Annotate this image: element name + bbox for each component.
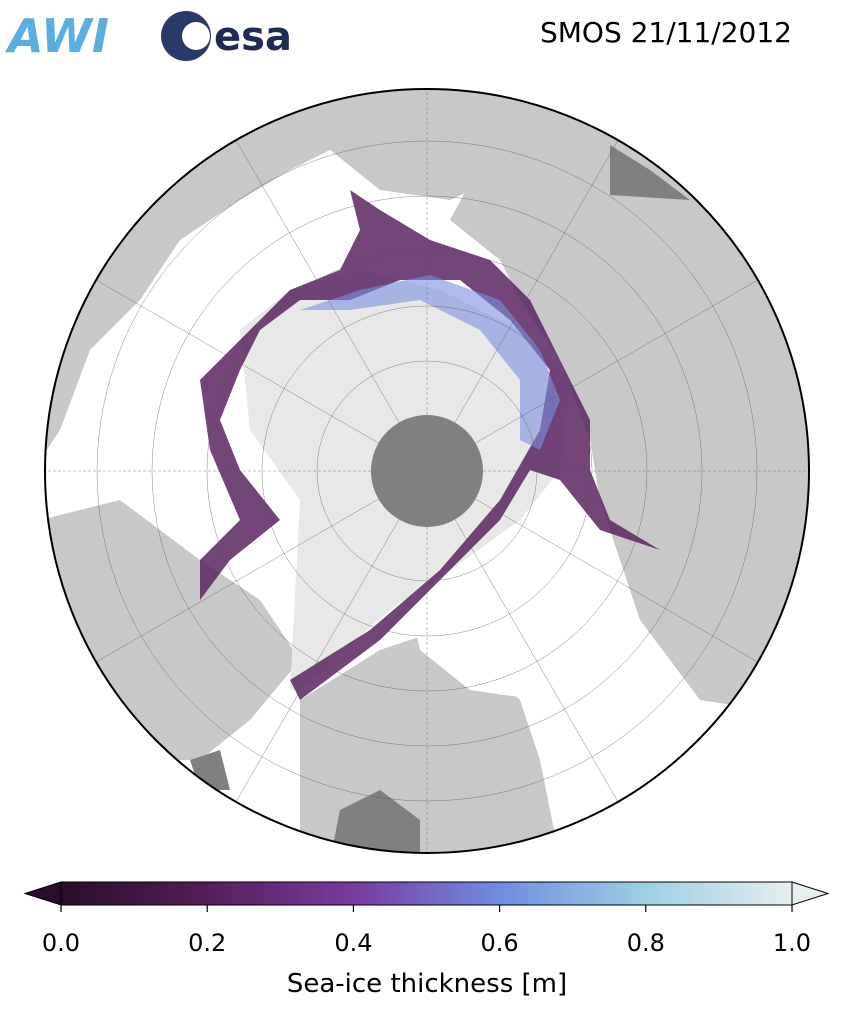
map — [45, 89, 809, 853]
land-greenland-ice — [610, 145, 690, 200]
awi-logo: AWI — [5, 9, 109, 63]
esa-logo: esa — [214, 14, 292, 60]
parallel — [151, 195, 703, 747]
land-dark — [330, 790, 420, 853]
colorbar-label: Sea-ice thickness [m] — [287, 969, 567, 999]
map-border — [44, 88, 810, 854]
meridian — [231, 519, 400, 809]
ice-thin — [300, 275, 560, 450]
land-siberia — [45, 90, 600, 460]
land-scandinavia — [45, 500, 300, 760]
meridian — [475, 275, 765, 444]
parallel — [96, 140, 758, 802]
meridian — [475, 498, 765, 667]
meridian — [89, 275, 379, 444]
colorbar-gradient — [60, 881, 793, 906]
colorbar-tick-label: 0.2 — [188, 929, 226, 957]
esa-emblem-inner — [182, 22, 210, 50]
colorbar-tick-label: 0.6 — [481, 929, 519, 957]
graticule — [45, 89, 809, 853]
map-title: SMOS 21/11/2012 — [540, 16, 792, 49]
colorbar-extend-low — [23, 881, 62, 906]
parallel — [206, 250, 648, 692]
colorbar-tick-label: 0.0 — [42, 929, 80, 957]
ice-edge — [200, 190, 660, 700]
land-america — [450, 90, 809, 720]
colorbar: 0.0 0.2 0.4 0.6 0.8 1.0 — [23, 881, 830, 957]
parallel — [261, 305, 593, 637]
logos: AWI esa — [5, 9, 292, 63]
colorbar-tick-label: 1.0 — [773, 929, 811, 957]
meridian — [89, 498, 379, 667]
parallel — [316, 360, 538, 582]
meridian — [231, 133, 400, 423]
colorbar-tick-label: 0.8 — [627, 929, 665, 957]
colorbar-extend-high — [791, 881, 830, 906]
colorbar-tick-label: 0.4 — [334, 929, 372, 957]
pole-hole — [371, 415, 483, 527]
meridian — [454, 133, 623, 423]
meridian — [454, 519, 623, 809]
